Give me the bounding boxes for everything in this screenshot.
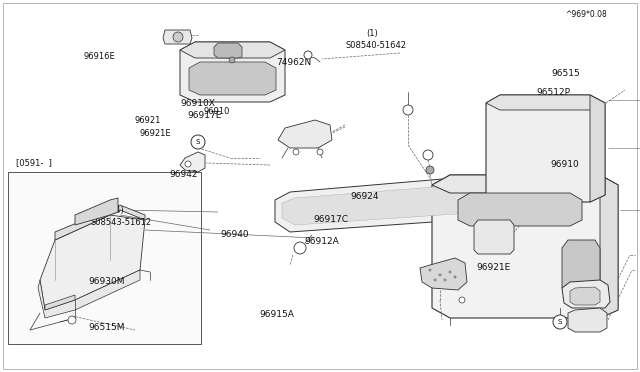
Polygon shape [420, 258, 467, 290]
Polygon shape [180, 152, 205, 172]
Polygon shape [568, 308, 607, 332]
Circle shape [553, 315, 567, 329]
Text: 96910X: 96910X [180, 99, 215, 108]
Text: 96515: 96515 [552, 69, 580, 78]
Polygon shape [275, 175, 510, 232]
Polygon shape [278, 120, 332, 148]
Polygon shape [486, 95, 605, 110]
Circle shape [229, 57, 235, 63]
Text: 96915A: 96915A [259, 310, 294, 319]
Polygon shape [570, 287, 600, 305]
Text: 96940: 96940 [221, 230, 250, 239]
Text: 74962N: 74962N [276, 58, 312, 67]
Circle shape [191, 135, 205, 149]
Circle shape [429, 269, 431, 271]
Circle shape [317, 149, 323, 155]
Polygon shape [45, 295, 75, 310]
Polygon shape [40, 215, 145, 310]
Circle shape [185, 161, 191, 167]
Text: 96917C: 96917C [314, 215, 349, 224]
Text: (1): (1) [366, 29, 378, 38]
Text: S08540-51642: S08540-51642 [346, 41, 406, 50]
Circle shape [68, 316, 76, 324]
Circle shape [293, 149, 299, 155]
Text: 96910: 96910 [550, 160, 579, 169]
Circle shape [444, 279, 446, 281]
Text: 96515M: 96515M [88, 323, 125, 332]
Polygon shape [590, 95, 605, 202]
Text: 96916E: 96916E [83, 52, 115, 61]
Polygon shape [189, 62, 276, 95]
Polygon shape [458, 193, 582, 226]
Text: 96942: 96942 [170, 170, 198, 179]
Polygon shape [282, 183, 500, 225]
Circle shape [434, 279, 436, 281]
Polygon shape [163, 30, 192, 44]
Text: 96912A: 96912A [304, 237, 339, 246]
Circle shape [439, 274, 441, 276]
Polygon shape [562, 240, 600, 295]
Circle shape [173, 32, 183, 42]
Polygon shape [600, 175, 618, 318]
Text: 96921E: 96921E [140, 129, 171, 138]
Polygon shape [432, 175, 618, 318]
Polygon shape [432, 175, 618, 193]
Polygon shape [180, 42, 285, 58]
Polygon shape [486, 95, 605, 202]
Text: 96910: 96910 [204, 107, 230, 116]
Circle shape [304, 51, 312, 59]
Text: 96924: 96924 [351, 192, 380, 201]
Circle shape [459, 297, 465, 303]
Polygon shape [55, 205, 145, 240]
Circle shape [423, 150, 433, 160]
Circle shape [426, 166, 434, 174]
Text: (4): (4) [112, 206, 124, 215]
Circle shape [575, 297, 581, 303]
Text: 96921: 96921 [134, 116, 161, 125]
Polygon shape [474, 220, 514, 254]
Polygon shape [38, 270, 140, 318]
Text: [0591-  ]: [0591- ] [16, 158, 52, 167]
Bar [8, 172, 201, 344]
Circle shape [449, 271, 451, 273]
Text: S: S [196, 139, 200, 145]
Text: 96512P: 96512P [536, 88, 570, 97]
Circle shape [403, 105, 413, 115]
Text: S: S [558, 319, 562, 325]
Polygon shape [562, 280, 610, 308]
Text: 96921: 96921 [477, 208, 506, 217]
Polygon shape [75, 198, 118, 225]
Circle shape [294, 242, 306, 254]
Text: 96921E: 96921E [477, 263, 511, 272]
Polygon shape [180, 42, 285, 102]
Text: 96930M: 96930M [88, 278, 125, 286]
Text: 96917E: 96917E [188, 111, 222, 120]
Text: S08543-51612: S08543-51612 [91, 218, 152, 227]
Polygon shape [214, 43, 242, 58]
Text: ^969*0.08: ^969*0.08 [565, 10, 607, 19]
Circle shape [454, 276, 456, 278]
